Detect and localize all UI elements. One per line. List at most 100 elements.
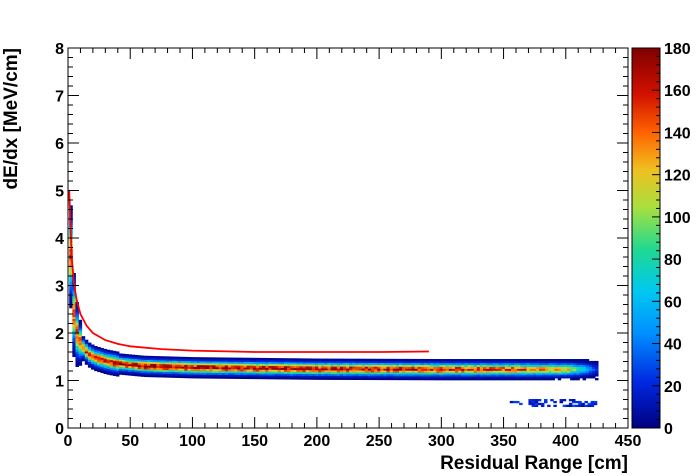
heatmap-cell — [187, 362, 191, 365]
heatmap-cell — [259, 371, 263, 374]
heatmap-cell — [532, 374, 537, 377]
heatmap-cell — [280, 369, 285, 372]
heatmap-cell — [392, 364, 397, 367]
heatmap-cell — [439, 364, 443, 368]
heatmap-cell — [287, 375, 291, 378]
heatmap-cell — [399, 370, 403, 373]
heatmap-cell — [97, 350, 101, 354]
heatmap-cell — [336, 366, 341, 369]
heatmap-cell — [399, 364, 403, 367]
heatmap-cell — [302, 364, 307, 367]
heatmap-cell — [520, 372, 524, 375]
heatmap-cell — [511, 366, 515, 369]
heatmap-cell — [336, 360, 341, 363]
heatmap-cell — [109, 373, 114, 376]
heatmap-cell — [343, 358, 347, 361]
heatmap-cell — [115, 357, 120, 360]
heatmap-cell — [433, 374, 437, 377]
heatmap-cell — [386, 377, 391, 381]
heatmap-cell — [84, 349, 89, 352]
heatmap-cell — [532, 360, 537, 364]
heatmap-cell — [75, 328, 79, 331]
heatmap-cell — [265, 371, 269, 374]
heatmap-cell — [243, 376, 247, 380]
heatmap-cell — [339, 360, 344, 363]
heatmap-cell — [520, 364, 524, 368]
heatmap-cell — [137, 355, 142, 358]
colorbar-tick-label: 120 — [664, 168, 691, 185]
heatmap-cell — [218, 374, 223, 377]
heatmap-cell — [479, 372, 484, 375]
heatmap-cell — [427, 370, 431, 373]
heatmap-cell — [218, 376, 223, 379]
heatmap-cell — [458, 362, 462, 366]
x-tick-label: 100 — [179, 433, 206, 450]
heatmap-cell — [293, 369, 297, 372]
heatmap-cell — [203, 370, 207, 373]
heatmap-cell — [112, 360, 117, 363]
heatmap-cell — [511, 372, 515, 375]
heatmap-cell — [523, 374, 527, 377]
heatmap-cell — [175, 369, 179, 373]
heatmap-cell — [159, 356, 163, 359]
heatmap-cell — [501, 368, 506, 371]
heatmap-cell — [221, 376, 226, 379]
heatmap-cell — [346, 362, 350, 365]
heatmap-cell — [175, 360, 179, 363]
heatmap-cell — [234, 370, 238, 374]
heatmap-cell — [532, 378, 537, 381]
heatmap-cell — [153, 359, 157, 363]
heatmap-cell — [470, 362, 475, 366]
heatmap-cell — [193, 370, 198, 373]
heatmap-cell — [162, 358, 167, 361]
heatmap-cell — [171, 367, 176, 371]
heatmap-cell — [308, 360, 313, 363]
heatmap-cell — [445, 364, 450, 368]
heatmap-cell — [162, 367, 167, 370]
heatmap-cell — [557, 362, 562, 366]
heatmap-cell — [290, 371, 294, 374]
heatmap-cell — [517, 360, 521, 364]
heatmap-cell — [224, 376, 229, 379]
heatmap-cell — [75, 313, 79, 316]
heatmap-cell — [78, 319, 83, 323]
heatmap-cell — [520, 359, 524, 362]
heatmap-cell — [290, 373, 294, 376]
heatmap-cell — [109, 363, 114, 366]
heatmap-cell — [445, 360, 450, 364]
heatmap-cell — [252, 367, 257, 370]
heatmap-cell — [212, 368, 216, 372]
heatmap-cell — [529, 368, 534, 371]
heatmap-cell — [399, 375, 403, 379]
heatmap-cell — [476, 374, 481, 377]
heatmap-cell — [383, 377, 387, 381]
heatmap-cell — [464, 376, 468, 379]
heatmap-cell — [448, 374, 453, 377]
heatmap-cell — [308, 367, 313, 371]
heatmap-cell — [299, 358, 303, 361]
heatmap-cell — [87, 361, 92, 364]
heatmap-cell — [249, 376, 254, 380]
heatmap-cell — [106, 372, 111, 375]
heatmap-cell — [150, 369, 154, 372]
heatmap-cell — [81, 349, 86, 352]
heatmap-cell — [115, 366, 120, 369]
heatmap-cell — [165, 365, 170, 369]
heatmap-cell — [374, 375, 378, 379]
heatmap-cell — [467, 359, 471, 362]
heatmap-cell — [265, 363, 269, 366]
heatmap-cell — [436, 376, 440, 379]
heatmap-cell — [81, 357, 86, 360]
heatmap-cell — [377, 373, 381, 377]
heatmap-cell — [575, 400, 579, 404]
heatmap-cell — [423, 376, 428, 379]
heatmap-cell — [119, 368, 123, 371]
heatmap-cell — [159, 359, 163, 363]
heatmap-cell — [122, 367, 126, 370]
heatmap-cell — [349, 366, 353, 369]
heatmap-cell — [498, 368, 503, 371]
heatmap-cell — [560, 366, 565, 369]
heatmap-cell — [588, 368, 593, 371]
heatmap-cell — [209, 372, 213, 375]
heatmap-cell — [255, 359, 260, 363]
